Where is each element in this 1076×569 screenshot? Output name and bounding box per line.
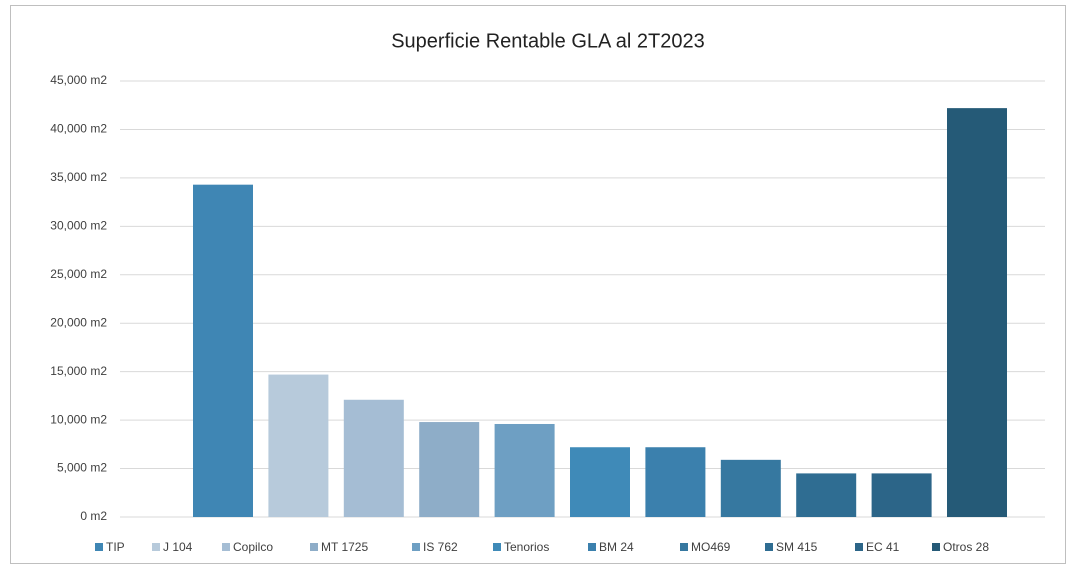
legend-label: EC 41 (866, 540, 900, 554)
y-tick-label: 45,000 m2 (50, 73, 107, 87)
legend-label: IS 762 (423, 540, 458, 554)
legend-label: Tenorios (504, 540, 549, 554)
legend-swatch (855, 543, 863, 551)
y-tick-label: 35,000 m2 (50, 170, 107, 184)
y-tick-label: 10,000 m2 (50, 412, 107, 426)
legend-swatch (493, 543, 501, 551)
legend-swatch (95, 543, 103, 551)
y-tick-label: 20,000 m2 (50, 315, 107, 329)
legend-label: Copilco (233, 540, 273, 554)
legend-swatch (680, 543, 688, 551)
y-tick-label: 15,000 m2 (50, 364, 107, 378)
bar (193, 184, 253, 517)
bar (720, 459, 781, 517)
bar (871, 473, 932, 517)
bar (796, 473, 857, 517)
legend-swatch (412, 543, 420, 551)
legend-swatch (765, 543, 773, 551)
legend-label: MO469 (691, 540, 731, 554)
legend-label: TIP (106, 540, 125, 554)
y-tick-label: 30,000 m2 (50, 219, 107, 233)
legend-swatch (932, 543, 940, 551)
legend-label: MT 1725 (321, 540, 368, 554)
legend-label: Otros 28 (943, 540, 989, 554)
bar (570, 447, 630, 517)
legend-swatch (222, 543, 230, 551)
legend-label: J 104 (163, 540, 193, 554)
bar (343, 399, 404, 517)
legend-label: SM 415 (776, 540, 818, 554)
legend-label: BM 24 (599, 540, 634, 554)
y-tick-label: 40,000 m2 (50, 122, 107, 136)
y-tick-label: 25,000 m2 (50, 267, 107, 281)
legend-swatch (588, 543, 596, 551)
bar (419, 422, 480, 517)
chart-title: Superficie Rentable GLA al 2T2023 (391, 30, 705, 52)
bar (947, 108, 1007, 517)
bar (645, 447, 706, 517)
legend-swatch (310, 543, 318, 551)
y-tick-label: 0 m2 (80, 509, 107, 523)
legend-swatch (152, 543, 160, 551)
y-tick-label: 5,000 m2 (57, 461, 107, 475)
bar (268, 374, 329, 517)
bar (494, 423, 555, 517)
